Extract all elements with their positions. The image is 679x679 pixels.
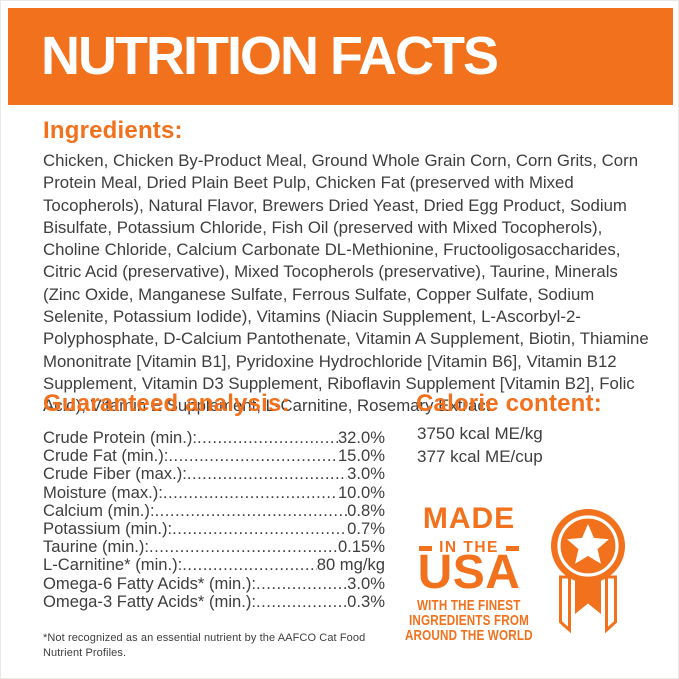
- aafco-footnote: *Not recognized as an essential nutrient…: [43, 632, 366, 659]
- analysis-value: 0.7%: [347, 518, 385, 538]
- analysis-value: 0.8%: [347, 500, 385, 520]
- analysis-label: Moisture (max.):: [43, 482, 163, 502]
- analysis-row: Calcium (min.):.........................…: [43, 500, 385, 520]
- analysis-row: Crude Fiber (max.):.....................…: [43, 465, 385, 483]
- analysis-label: Crude Fat (min.):: [43, 446, 169, 466]
- badge-tagline-line: INGREDIENTS FROM: [409, 612, 529, 629]
- analysis-row: Omega-6 Fatty Acids* (min.):............…: [43, 573, 385, 593]
- dot-leader: ........................................…: [168, 447, 338, 466]
- award-medal-ribbon-icon: [551, 509, 625, 634]
- ingredients-text: Chicken, Chicken By-Product Meal, Ground…: [43, 151, 649, 416]
- dash-right-icon: [505, 545, 519, 551]
- badge-tagline: WITH THE FINEST INGREDIENTS FROM AROUND …: [404, 599, 534, 643]
- analysis-label: Potassium (min.):: [43, 518, 173, 538]
- analysis-value: 3.0%: [347, 573, 385, 593]
- badge-in-the-row: IN THE: [404, 539, 534, 556]
- analysis-value: 80 mg/kg: [316, 555, 385, 575]
- badge-tagline-line: AROUND THE WORLD: [405, 627, 533, 644]
- analysis-label: Taurine (min.):: [43, 537, 150, 557]
- analysis-value: 10.0%: [337, 482, 385, 502]
- badge-made-text: MADE: [422, 502, 516, 535]
- analysis-value: 0.15%: [337, 537, 385, 557]
- dot-leader: ........................................…: [182, 556, 316, 575]
- page-title: NUTRITION FACTS: [41, 26, 499, 86]
- badge-tagline-line: WITH THE FINEST: [417, 598, 521, 614]
- dash-left-icon: [419, 545, 433, 551]
- analysis-row: Crude Fat (min.):.......................…: [43, 446, 385, 466]
- dot-leader: ........................................…: [197, 429, 338, 447]
- guaranteed-analysis-heading: Guaranteed analysis:: [43, 390, 290, 417]
- calorie-per-kg: 3750 kcal ME/kg: [417, 424, 543, 443]
- calorie-per-cup: 377 kcal ME/cup: [417, 447, 543, 466]
- calorie-content-heading: Calorie content:: [416, 390, 602, 417]
- header-banner: NUTRITION FACTS: [8, 8, 673, 105]
- analysis-label: Omega-6 Fatty Acids* (min.):: [43, 573, 257, 593]
- analysis-value: 3.0%: [347, 464, 385, 484]
- dot-leader: ........................................…: [149, 538, 338, 557]
- guaranteed-analysis-table: Crude Protein (min.):...................…: [43, 428, 385, 611]
- dot-leader: ........................................…: [154, 501, 348, 520]
- made-in-usa-badge: MADE IN THE USA WITH THE FINEST INGREDIE…: [404, 504, 534, 643]
- analysis-label: Crude Protein (min.):: [43, 428, 198, 447]
- analysis-label: Crude Fiber (max.):: [43, 464, 187, 484]
- analysis-row: Moisture (max.):........................…: [43, 482, 385, 502]
- analysis-value: 15.0%: [337, 446, 385, 466]
- analysis-row: Potassium (min.):.......................…: [43, 518, 385, 538]
- analysis-row: Taurine (min.):.........................…: [43, 537, 385, 557]
- analysis-row: Crude Protein (min.):...................…: [43, 428, 385, 447]
- analysis-value: 0.3%: [347, 591, 385, 611]
- analysis-label: L-Carnitine* (min.):: [43, 555, 183, 575]
- dot-leader: ........................................…: [186, 465, 347, 484]
- dot-leader: ........................................…: [256, 574, 348, 593]
- analysis-value: 32.0%: [337, 428, 385, 447]
- dot-leader: ........................................…: [256, 592, 348, 611]
- badge-usa-text: USA: [417, 546, 521, 599]
- dot-leader: ........................................…: [172, 519, 347, 538]
- analysis-label: Calcium (min.):: [43, 500, 155, 520]
- ingredients-heading: Ingredients:: [43, 117, 183, 144]
- analysis-label: Omega-3 Fatty Acids* (min.):: [43, 591, 257, 611]
- analysis-row: Omega-3 Fatty Acids* (min.):............…: [43, 591, 385, 611]
- analysis-row: L-Carnitine* (min.):....................…: [43, 556, 385, 574]
- badge-in-the-text: IN THE: [439, 539, 499, 556]
- dot-leader: ........................................…: [162, 483, 338, 502]
- calorie-content-values: 3750 kcal ME/kg 377 kcal ME/cup: [417, 422, 543, 468]
